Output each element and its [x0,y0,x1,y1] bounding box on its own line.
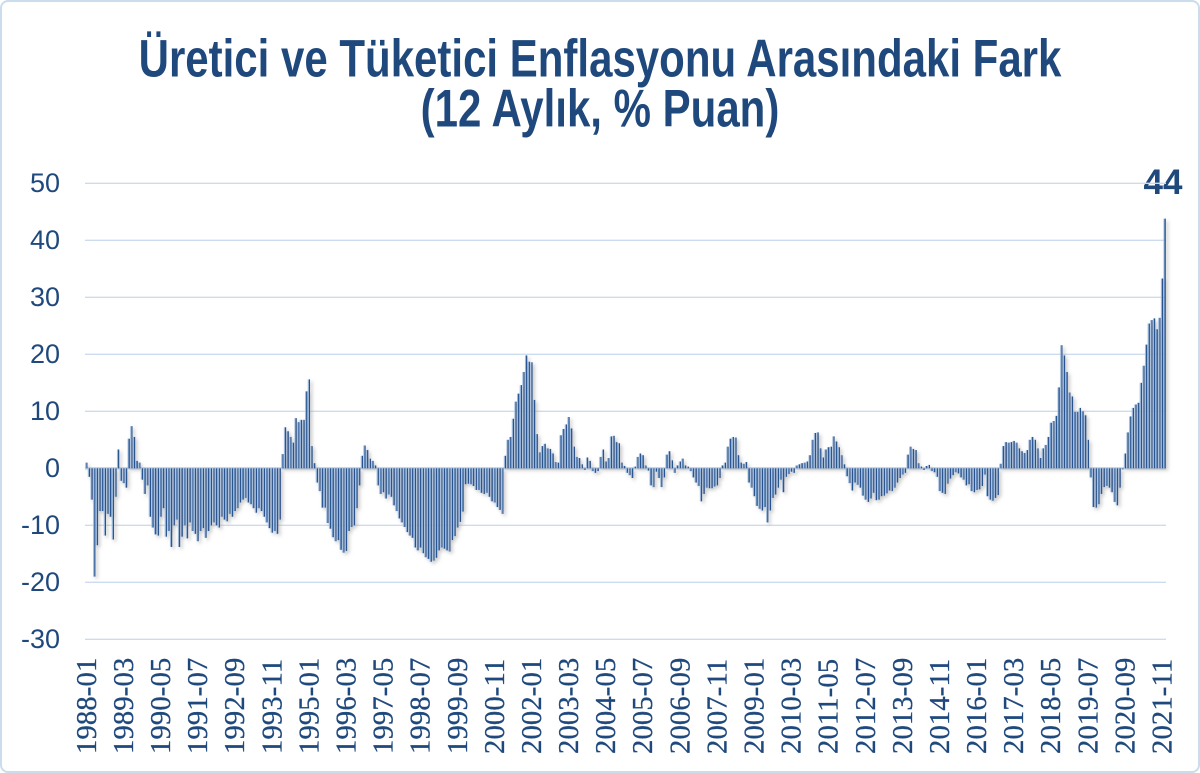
svg-text:2020-09: 2020-09 [1110,658,1141,754]
svg-text:2017-03: 2017-03 [999,658,1030,754]
svg-text:1991-07: 1991-07 [183,658,214,754]
svg-text:2018-05: 2018-05 [1036,658,1067,754]
svg-text:1990-05: 1990-05 [146,658,177,754]
svg-text:2016-01: 2016-01 [962,658,993,754]
svg-text:2006-09: 2006-09 [665,658,696,754]
svg-text:2011-05: 2011-05 [814,659,845,754]
svg-text:2007-11: 2007-11 [702,659,733,754]
svg-text:1996-03: 1996-03 [332,658,363,754]
svg-text:1993-11: 1993-11 [257,659,288,754]
svg-text:2014-11: 2014-11 [925,659,956,754]
svg-text:2002-01: 2002-01 [517,658,548,754]
svg-text:1989-03: 1989-03 [109,658,140,754]
svg-text:1995-01: 1995-01 [294,658,325,754]
svg-text:1998-07: 1998-07 [406,658,437,754]
svg-text:2019-07: 2019-07 [1073,658,1104,754]
svg-text:2012-07: 2012-07 [851,658,882,754]
svg-text:2000-11: 2000-11 [480,659,511,754]
svg-text:1992-09: 1992-09 [220,658,251,754]
svg-text:2004-05: 2004-05 [591,658,622,754]
svg-text:1997-05: 1997-05 [369,658,400,754]
svg-text:2010-03: 2010-03 [777,658,808,754]
svg-text:1988-01: 1988-01 [72,658,103,754]
svg-text:1999-09: 1999-09 [443,658,474,754]
svg-text:2013-09: 2013-09 [888,658,919,754]
svg-text:2003-03: 2003-03 [554,658,585,754]
svg-text:2009-01: 2009-01 [740,658,771,754]
svg-text:2021-11: 2021-11 [1148,659,1179,754]
svg-text:2005-07: 2005-07 [628,658,659,754]
